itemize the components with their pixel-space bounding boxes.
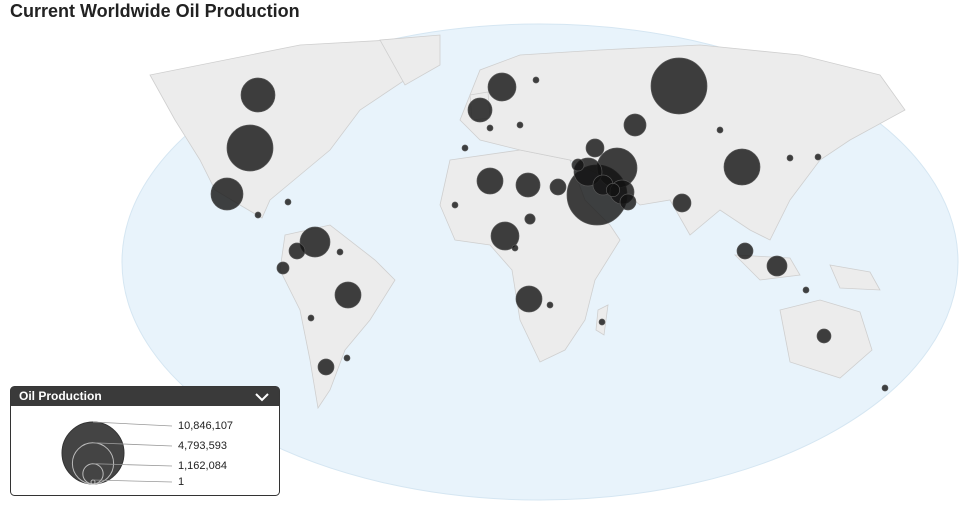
legend-leader (92, 421, 173, 427)
bubble (288, 242, 306, 260)
legend: Oil Production 10,846,107 4,793,593 1,162,… (10, 386, 280, 496)
bubble (524, 213, 536, 225)
bubble (816, 328, 832, 344)
bubble (516, 121, 524, 129)
bubble (881, 384, 889, 392)
bubble (736, 242, 754, 260)
bubble (343, 354, 351, 362)
legend-items: 10,846,107 4,793,593 1,162,084 1 (61, 420, 233, 488)
bubble (490, 221, 520, 251)
legend-collapse[interactable] (255, 393, 269, 402)
bubble (284, 198, 292, 206)
bubble (672, 193, 692, 213)
bubble (226, 124, 274, 172)
map-title: Current Worldwide Oil Production (10, 1, 300, 21)
legend-label: 4,793,593 (178, 440, 227, 452)
bubble (317, 358, 335, 376)
bubble (546, 301, 554, 309)
bubble (650, 57, 708, 115)
bubble (299, 226, 331, 258)
bubble (515, 285, 543, 313)
bubble (786, 154, 794, 162)
bubble (571, 158, 585, 172)
bubble (549, 178, 567, 196)
bubble (461, 144, 469, 152)
legend-bubble (61, 421, 125, 485)
legend-leader (92, 479, 173, 483)
bubble (619, 193, 637, 211)
bubble (766, 255, 788, 277)
bubble (467, 97, 493, 123)
bubble (585, 138, 605, 158)
bubble (511, 244, 519, 252)
bubble (515, 172, 541, 198)
bubble (532, 76, 540, 84)
bubble (334, 281, 362, 309)
legend-leader (92, 442, 173, 447)
land (149, 34, 906, 410)
bubble (307, 314, 315, 322)
bubble (336, 248, 344, 256)
bubble (623, 113, 647, 137)
legend-label: 10,846,107 (178, 420, 233, 432)
bubble (240, 77, 276, 113)
legend-title: Oil Production (19, 389, 102, 403)
bubble (254, 211, 262, 219)
legend-label: 1 (178, 476, 184, 488)
bubble (276, 261, 290, 275)
bubble (486, 124, 494, 132)
bubble (723, 148, 761, 186)
bubble (605, 182, 621, 198)
bubble (802, 286, 810, 294)
bubble (451, 201, 459, 209)
bubble (487, 72, 517, 102)
legend-label: 1,162,084 (178, 460, 227, 472)
legend-header (10, 386, 280, 406)
bubble (716, 126, 724, 134)
legend-leader (92, 463, 173, 467)
bubble (476, 167, 504, 195)
bubble (814, 153, 822, 161)
bubble-layer (210, 57, 889, 392)
bubble (598, 318, 606, 326)
bubble (210, 177, 244, 211)
